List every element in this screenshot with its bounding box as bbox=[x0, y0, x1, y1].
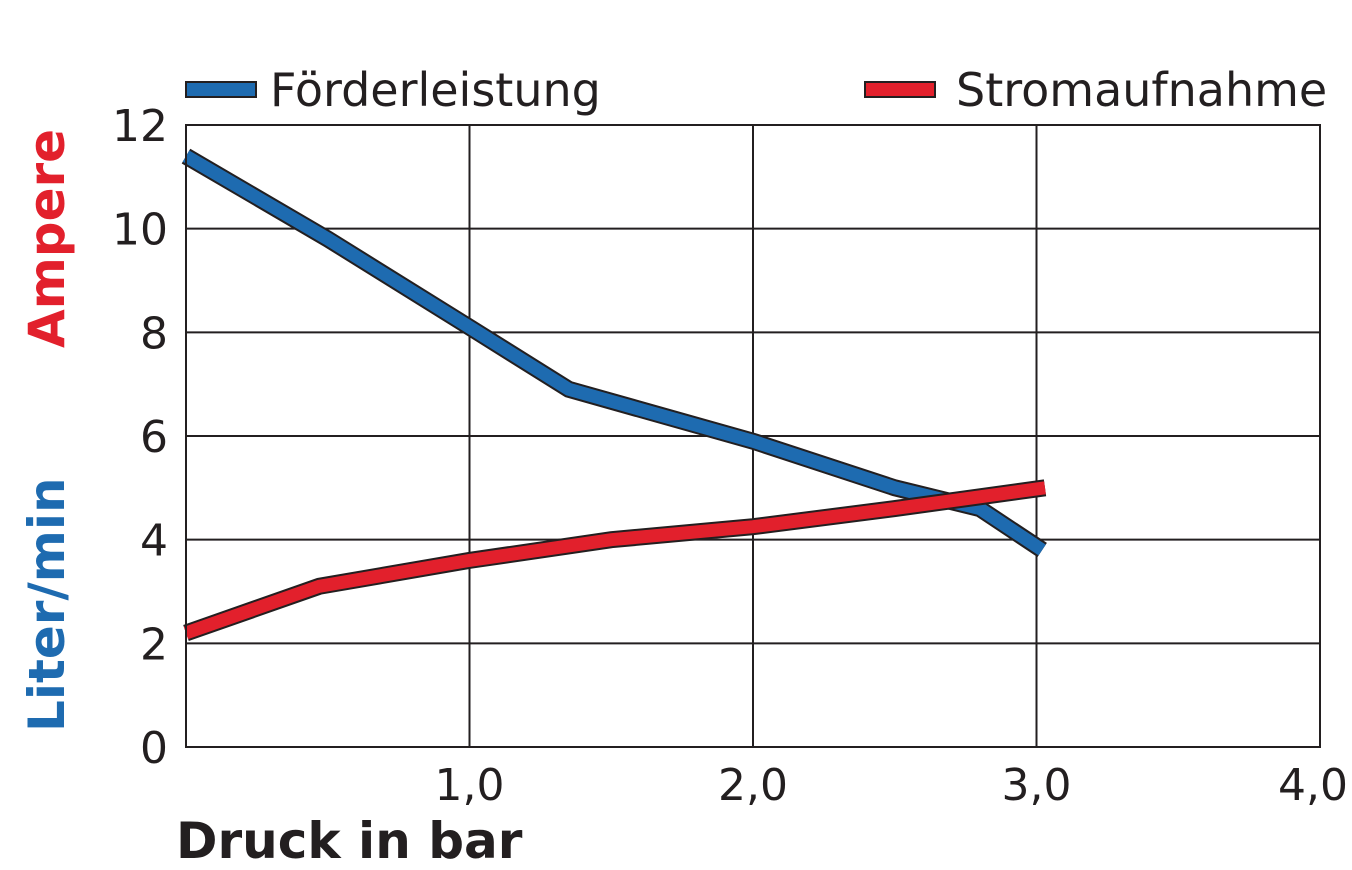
x-tick-label: 4,0 bbox=[1278, 760, 1348, 811]
legend: Förderleistung Stromaufnahme bbox=[185, 63, 1327, 117]
series-line-foerderleistung bbox=[182, 150, 1046, 556]
y-tick-label: 10 bbox=[112, 205, 168, 256]
data-series bbox=[181, 148, 1047, 642]
legend-label: Stromaufnahme bbox=[956, 63, 1327, 117]
x-tick-label: 2,0 bbox=[718, 760, 788, 811]
legend-swatch bbox=[185, 81, 257, 98]
y-tick-label: 2 bbox=[140, 619, 168, 670]
y-axis-label-liter-per-min: Liter/min bbox=[18, 477, 76, 732]
legend-label: Förderleistung bbox=[270, 63, 601, 117]
series-line-stromaufnahme bbox=[183, 481, 1046, 640]
x-tick-label: 3,0 bbox=[1002, 760, 1072, 811]
y-tick-label: 8 bbox=[140, 308, 168, 359]
tick-labels: 0 2 4 6 8 10 12 1,0 2,0 3,0 4,0 bbox=[112, 101, 1348, 811]
y-tick-label: 4 bbox=[140, 516, 168, 567]
y-tick-label: 12 bbox=[112, 101, 168, 152]
plot-frame bbox=[185, 124, 1321, 748]
x-tick-label: 1,0 bbox=[435, 760, 505, 811]
y-tick-label: 6 bbox=[140, 412, 168, 463]
x-axis-label: Druck in bar bbox=[176, 812, 523, 870]
y-tick-label: 0 bbox=[140, 723, 168, 774]
y-axis-label-ampere: Ampere bbox=[18, 129, 76, 348]
legend-swatch bbox=[864, 81, 936, 98]
